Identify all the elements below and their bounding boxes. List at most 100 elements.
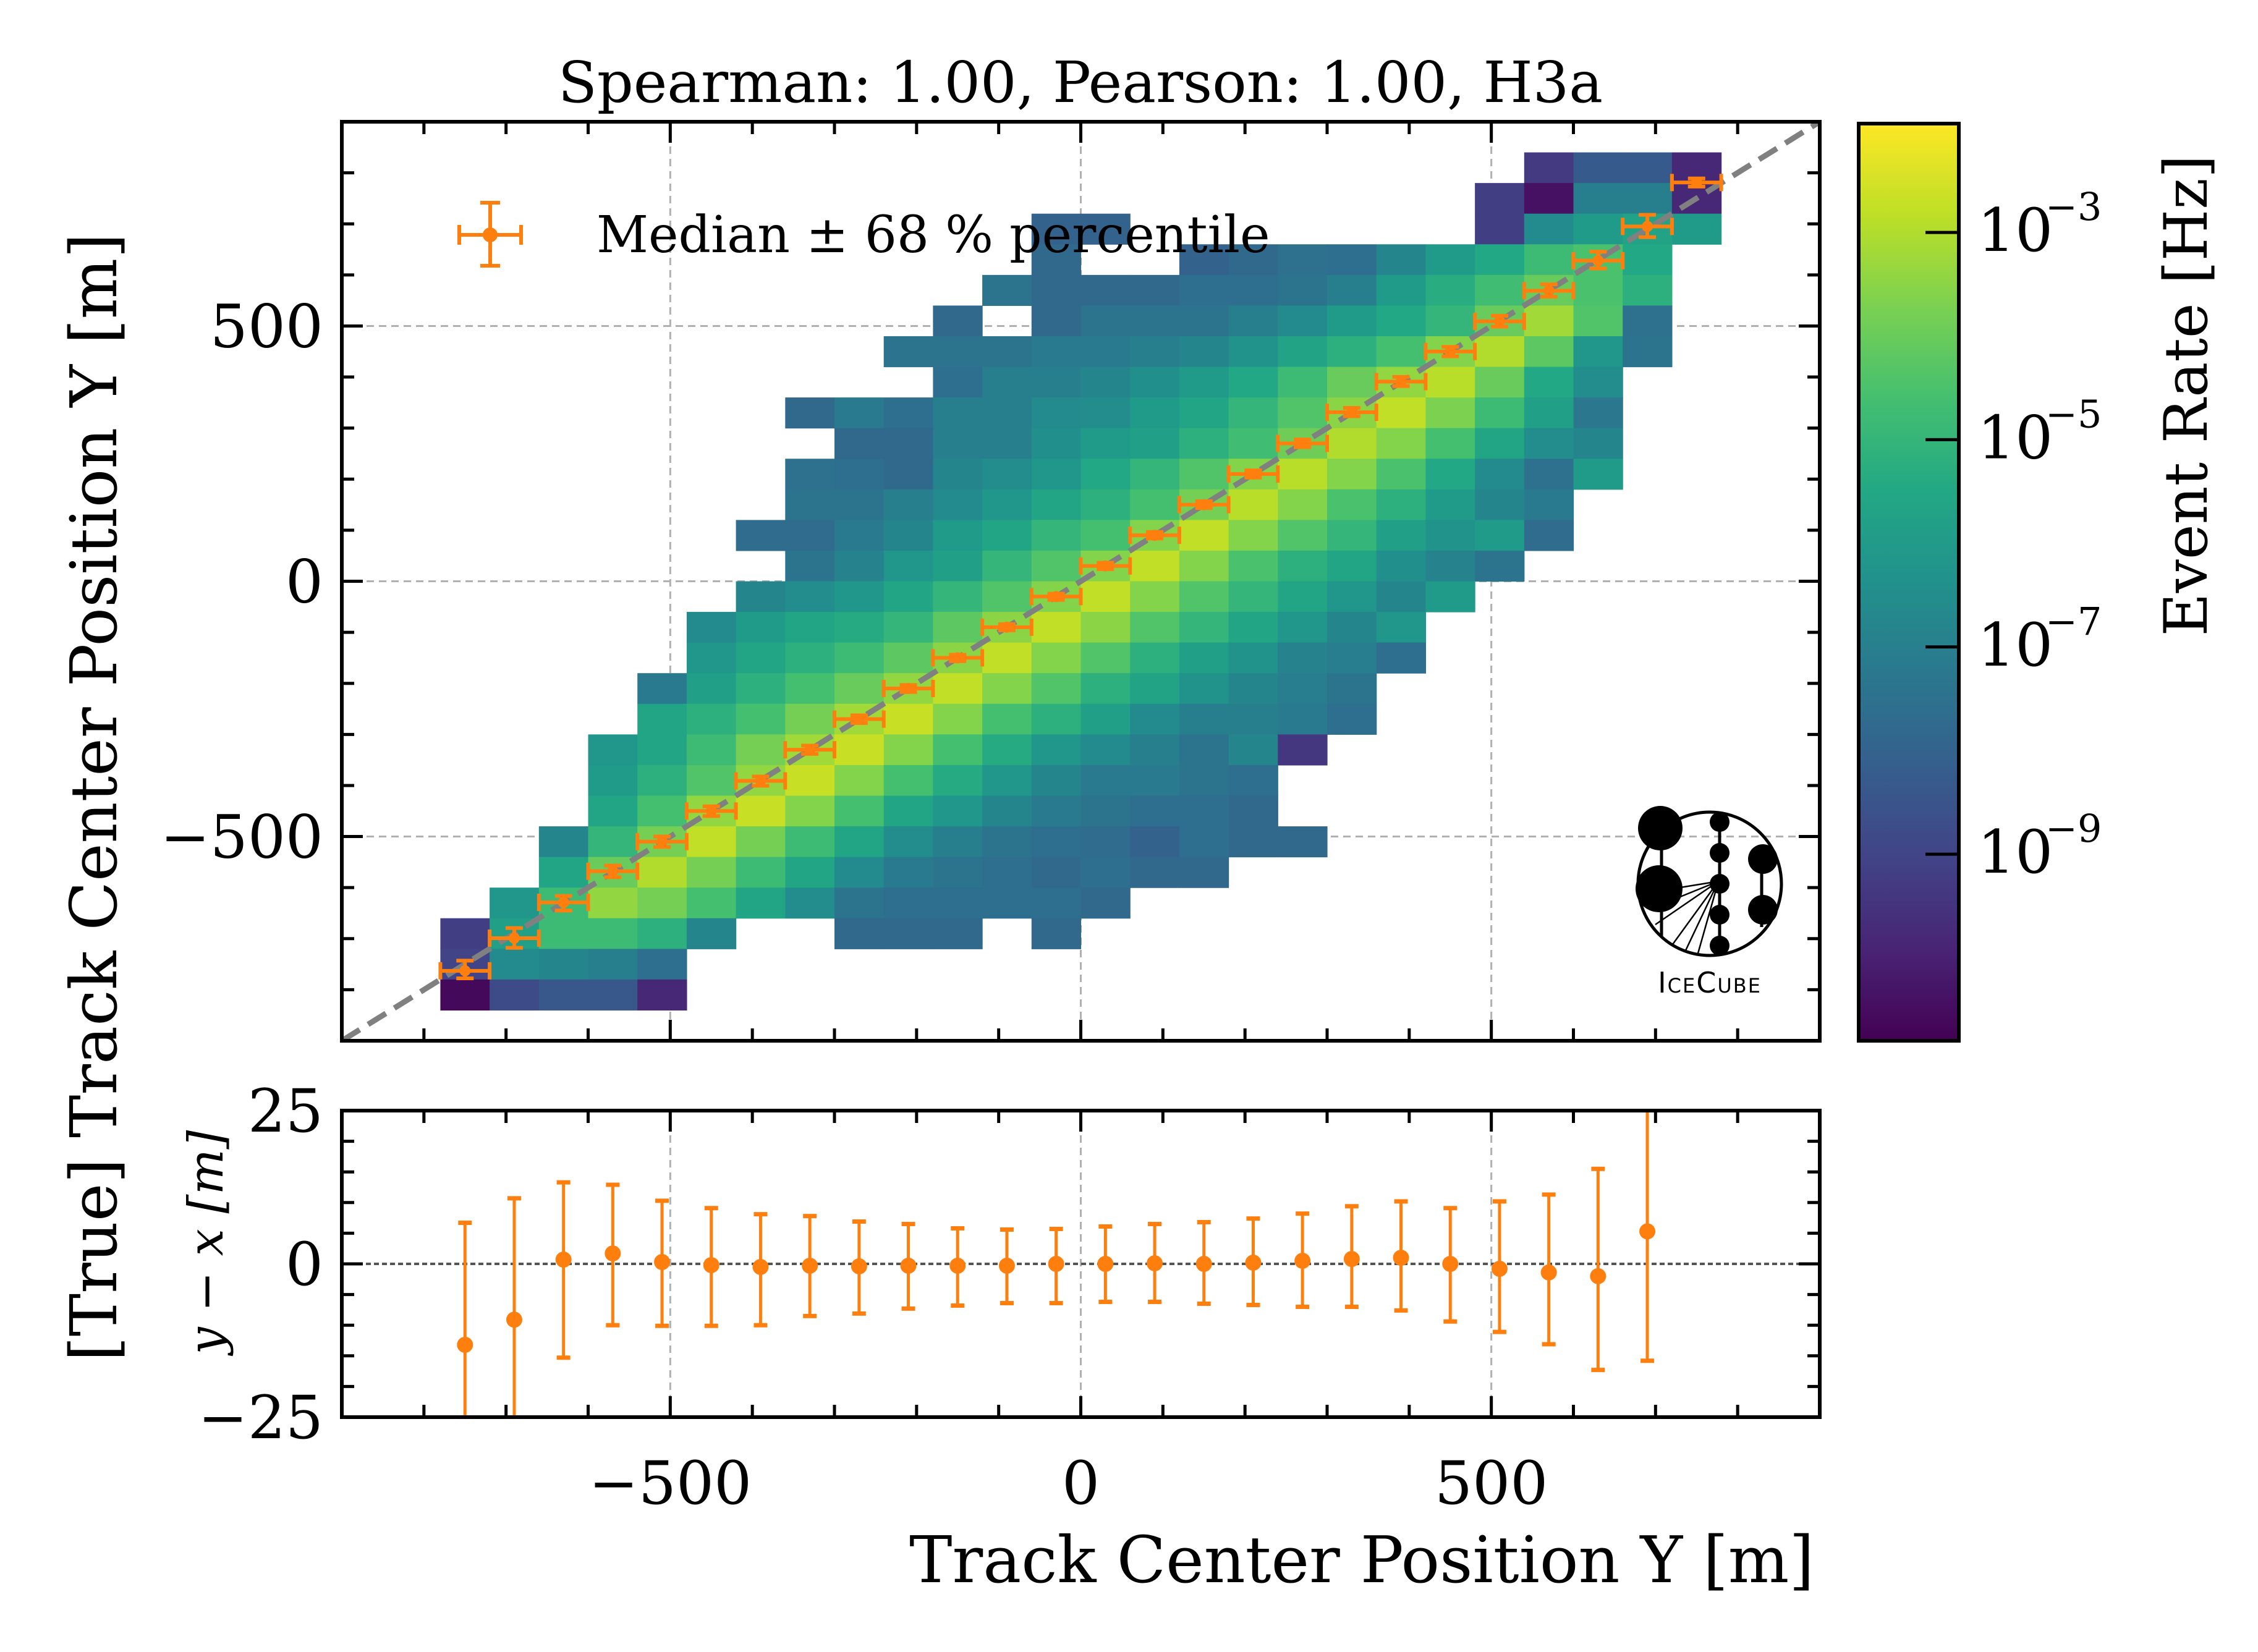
heatmap-cell: [982, 795, 1032, 827]
main-y-tick-labels: −500 0 500: [160, 292, 323, 871]
logo-text: IceCube: [1658, 966, 1762, 999]
residual-dot: [1245, 1255, 1262, 1271]
median-point: [881, 679, 935, 697]
heatmap-cell: [834, 857, 885, 888]
heatmap-cell: [1179, 244, 1229, 276]
heatmap-cell: [1080, 366, 1131, 398]
heatmap-cell: [785, 581, 835, 612]
heatmap-cell: [736, 520, 786, 551]
residual-point: [1195, 1220, 1212, 1306]
heatmap-cell: [1475, 183, 1525, 214]
heatmap-cell: [982, 703, 1032, 735]
heatmap-cell: [1524, 305, 1574, 337]
residual-dot: [1590, 1268, 1606, 1284]
heatmap-cell: [883, 459, 933, 490]
residual-point: [1343, 1204, 1360, 1309]
heatmap-cell: [1179, 795, 1229, 827]
median-point: [1325, 404, 1378, 421]
colorbar-tick-exponent: −7: [2045, 599, 2102, 644]
heatmap-cell: [1179, 612, 1229, 643]
heatmap-cell: [1130, 459, 1180, 490]
heatmap-cell: [1130, 428, 1180, 459]
heatmap-cell: [883, 734, 933, 766]
residual-dot: [457, 1336, 473, 1353]
heatmap-cell: [933, 366, 983, 398]
heatmap-cell: [834, 642, 885, 674]
heatmap-cell: [1376, 489, 1426, 520]
heatmap-cell: [1573, 459, 1623, 490]
heatmap-cell: [1080, 673, 1131, 705]
heatmap-cell: [1228, 244, 1278, 276]
heatmap-cell: [834, 459, 885, 490]
residual-dot: [949, 1257, 966, 1274]
heatmap-cell: [1376, 428, 1426, 459]
heatmap-cell: [1425, 520, 1475, 551]
residual-dot: [1491, 1260, 1508, 1277]
colorbar-tick-label: 10: [1977, 403, 2053, 472]
heatmap-cell: [883, 918, 933, 949]
heatmap-cell: [982, 673, 1032, 705]
heatmap-cell: [834, 734, 885, 766]
heatmap-cell: [982, 734, 1032, 766]
heatmap-cell: [1130, 673, 1180, 705]
heatmap-cell: [1031, 305, 1082, 337]
heatmap-cell: [1228, 765, 1278, 797]
heatmap-cell: [1278, 244, 1328, 276]
heatmap-cell: [637, 949, 687, 980]
heatmap-cell: [933, 550, 983, 582]
heatmap-cell: [1425, 581, 1475, 612]
heatmap-cell: [785, 795, 835, 827]
median-dot: [1297, 438, 1309, 449]
heatmap-cell: [1080, 274, 1131, 306]
heatmap-cell: [933, 520, 983, 551]
heatmap-cell: [736, 887, 786, 919]
heatmap-cell: [1278, 520, 1328, 551]
heatmap-cell: [440, 918, 490, 949]
median-point: [1571, 250, 1625, 271]
heatmap-cell: [1278, 459, 1328, 490]
heatmap-cell: [1179, 305, 1229, 337]
colorbar-tick-label: 10: [1977, 818, 2053, 887]
heatmap-cell: [785, 520, 835, 551]
median-dot: [804, 744, 816, 756]
heatmap-cell: [982, 642, 1032, 674]
heatmap-cell: [1475, 336, 1525, 368]
heatmap-cell: [1130, 489, 1180, 520]
chart-title: Spearman: 1.00, Pearson: 1.00, H3a: [558, 49, 1603, 116]
heatmap-cell: [1179, 765, 1229, 797]
residual-point: [1048, 1226, 1064, 1305]
heatmap-cell: [834, 673, 885, 705]
heatmap-cell: [1080, 305, 1131, 337]
heatmap-cell: [1031, 795, 1082, 827]
median-dot: [1642, 221, 1653, 232]
heatmap-cell: [736, 703, 786, 735]
heatmap-cell: [1524, 489, 1574, 520]
heatmap-cell: [834, 520, 885, 551]
heatmap-cell: [1623, 336, 1673, 368]
median-point: [1079, 557, 1132, 575]
heatmap-cell: [1623, 305, 1673, 337]
residual-dot: [851, 1258, 867, 1274]
heatmap-cell: [1031, 428, 1082, 459]
heatmap-cell: [1524, 428, 1574, 459]
heatmap-cell: [1031, 213, 1082, 245]
median-point: [1128, 527, 1181, 544]
x-tick-label: 500: [1435, 1449, 1548, 1518]
residual-dot: [555, 1252, 572, 1268]
heatmap-cell: [1228, 274, 1278, 306]
heatmap-cell: [933, 918, 983, 949]
median-point: [980, 618, 1034, 636]
heatmap-cell: [834, 826, 885, 858]
heatmap-cell: [785, 703, 835, 735]
heatmap-cell: [1475, 428, 1525, 459]
heatmap-cell: [736, 734, 786, 766]
median-point: [537, 894, 590, 913]
heatmap-cell: [588, 765, 638, 797]
median-point: [783, 741, 836, 759]
residual-dot: [1048, 1256, 1064, 1272]
heatmap-cell: [637, 918, 687, 949]
median-point: [1226, 465, 1280, 483]
residual-dot: [1540, 1264, 1557, 1281]
heatmap-cell: [834, 489, 885, 520]
heatmap-cell: [883, 765, 933, 797]
